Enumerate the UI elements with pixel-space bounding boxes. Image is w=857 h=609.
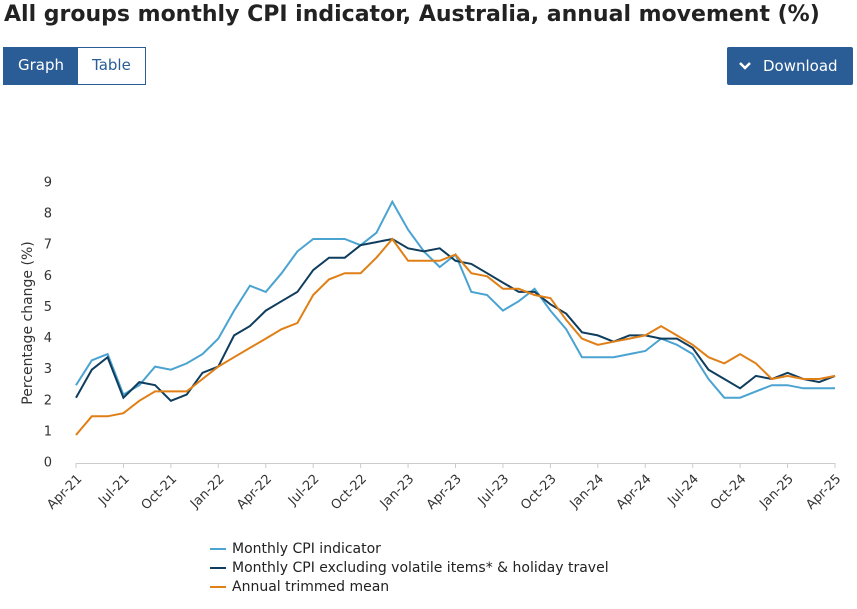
table-tab[interactable]: Table <box>78 48 145 84</box>
x-tick-label: Jan-25 <box>756 472 797 513</box>
x-tick-label: Oct-24 <box>708 472 750 514</box>
y-tick-label: 8 <box>44 207 52 222</box>
series-line <box>75 199 835 399</box>
x-tick-label: Apr-24 <box>614 472 655 513</box>
x-tick-label: Jan-22 <box>187 472 228 513</box>
x-tick-label: Apr-25 <box>803 472 844 513</box>
chevron-icon <box>739 62 751 70</box>
x-tick-label: Oct-22 <box>328 472 370 514</box>
x-tick-label: Jan-24 <box>567 472 608 513</box>
x-tick-label: Apr-21 <box>44 472 85 513</box>
legend-label: Monthly CPI indicator <box>232 541 381 557</box>
legend-label: Annual trimmed mean <box>232 579 389 595</box>
legend-label: Monthly CPI excluding volatile items* & … <box>232 560 609 576</box>
y-tick-label: 4 <box>44 331 52 346</box>
x-tick-label: Jul-22 <box>285 472 322 509</box>
graph-tab[interactable]: Graph <box>4 48 79 84</box>
y-tick-label: 0 <box>44 456 52 471</box>
y-tick-label: 7 <box>44 238 52 253</box>
x-tick-label: Jul-24 <box>665 472 702 509</box>
view-tabs: Graph Table <box>3 47 146 85</box>
y-tick-label: 1 <box>44 424 52 439</box>
series-line <box>75 237 836 436</box>
y-tick-label: 5 <box>44 300 52 315</box>
x-tick-label: Oct-21 <box>139 472 181 514</box>
download-button[interactable]: Download <box>727 47 853 85</box>
x-tick-label: Jul-23 <box>475 472 512 509</box>
y-tick-label: 2 <box>44 393 52 408</box>
x-tick-label: Apr-23 <box>424 472 465 513</box>
y-tick-label: 6 <box>44 269 52 284</box>
x-tick-label: Jul-21 <box>95 472 132 509</box>
y-tick-label: 9 <box>44 176 52 191</box>
y-tick-label: 3 <box>44 362 52 377</box>
x-tick-label: Oct-23 <box>518 472 560 514</box>
series-line <box>75 237 836 402</box>
download-label: Download <box>763 57 838 75</box>
y-axis-label: Percentage change (%) <box>20 241 36 404</box>
x-tick-label: Apr-22 <box>234 472 275 513</box>
x-tick-label: Jan-23 <box>377 472 418 513</box>
chart-title: All groups monthly CPI indicator, Austra… <box>4 2 820 27</box>
